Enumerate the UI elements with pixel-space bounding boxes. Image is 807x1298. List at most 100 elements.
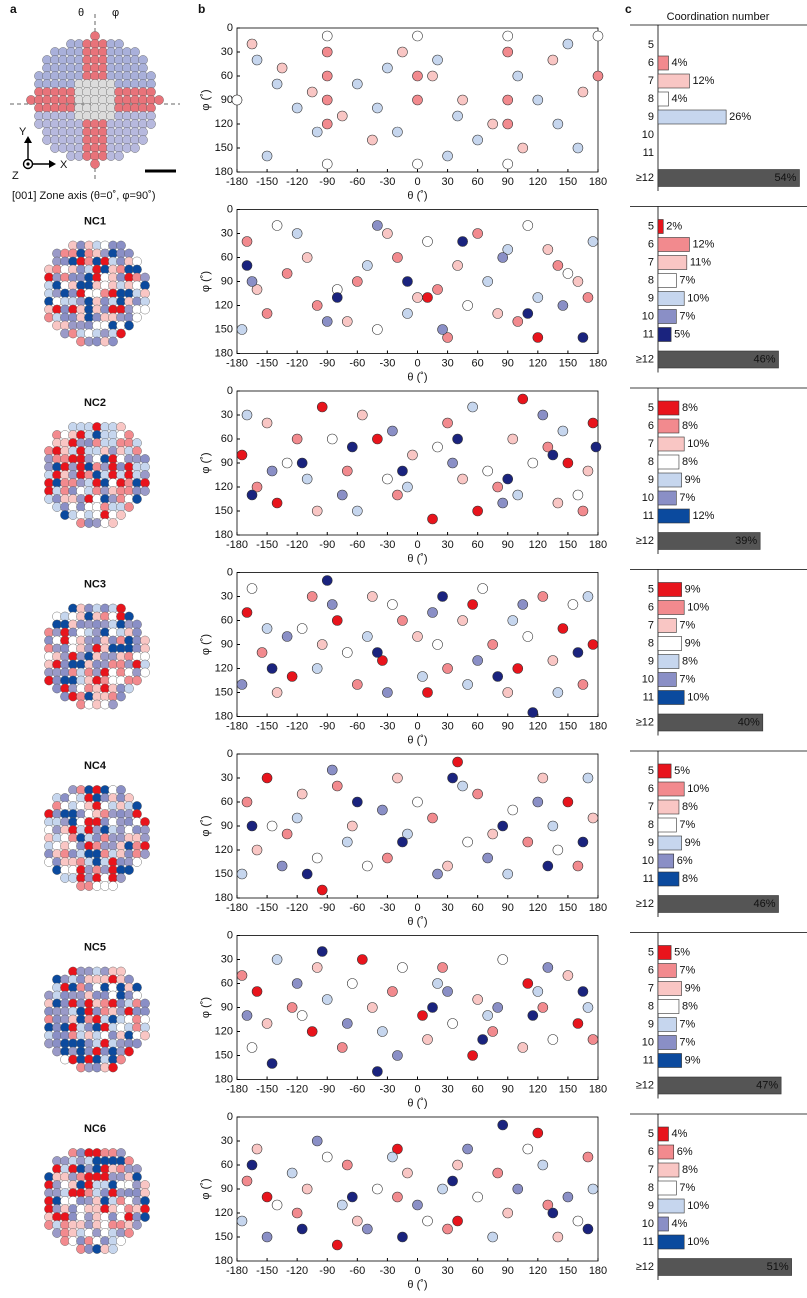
- atom: [116, 1236, 125, 1245]
- value-label: 5%: [674, 765, 690, 777]
- value-label: 7%: [679, 964, 695, 976]
- point: [382, 63, 392, 73]
- point: [297, 789, 307, 799]
- point: [372, 1067, 382, 1077]
- point: [548, 1035, 558, 1045]
- point: [438, 325, 448, 335]
- point: [528, 458, 538, 468]
- bar: [658, 964, 676, 978]
- point: [252, 1144, 262, 1154]
- point: [503, 95, 513, 105]
- z-axis-name: Z: [12, 170, 19, 182]
- point: [252, 845, 262, 855]
- point: [578, 837, 588, 847]
- category-label: 6: [648, 420, 654, 432]
- x-tick-label: 150: [559, 1083, 577, 1095]
- point: [503, 688, 513, 698]
- x-tick-label: -180: [226, 1265, 248, 1277]
- x-tick-label: -150: [256, 357, 278, 369]
- x-tick-label: 90: [502, 1083, 514, 1095]
- value-label: 12%: [692, 238, 714, 250]
- point: [402, 277, 412, 287]
- value-label: 9%: [685, 1054, 701, 1066]
- point: [498, 821, 508, 831]
- point: [382, 688, 392, 698]
- point: [563, 1192, 573, 1202]
- bar: [658, 818, 676, 832]
- point: [593, 71, 603, 81]
- point: [463, 680, 473, 690]
- point: [563, 971, 573, 981]
- y-tick-label: 120: [215, 481, 233, 493]
- category-label: 9: [648, 111, 654, 123]
- point: [588, 418, 598, 428]
- value-label: 6%: [677, 855, 693, 867]
- point: [413, 293, 423, 303]
- bar: [658, 782, 684, 796]
- x-tick-label: 120: [529, 1265, 547, 1277]
- point: [443, 151, 453, 161]
- category-label: 7: [648, 438, 654, 450]
- category-label: 10: [642, 129, 654, 141]
- bar: [658, 854, 674, 868]
- x-tick-label: 60: [472, 902, 484, 914]
- x-tick-label: -120: [286, 1083, 308, 1095]
- point: [483, 853, 493, 863]
- point: [503, 159, 513, 169]
- point: [563, 39, 573, 49]
- point: [573, 1019, 583, 1029]
- cluster-label: NC2: [84, 397, 106, 409]
- point: [498, 253, 508, 263]
- atom: [124, 1047, 133, 1056]
- point: [458, 237, 468, 247]
- point: [548, 450, 558, 460]
- category-label: 7: [648, 1164, 654, 1176]
- point: [322, 119, 332, 129]
- bar: [658, 673, 676, 687]
- atom: [124, 1228, 133, 1237]
- bar: [658, 655, 679, 669]
- x-tick-label: 90: [502, 720, 514, 732]
- point: [443, 418, 453, 428]
- point: [583, 1003, 593, 1013]
- bar: [658, 1000, 679, 1014]
- point: [362, 1224, 372, 1234]
- point: [453, 1216, 463, 1226]
- value-label: 8%: [682, 1164, 698, 1176]
- x-tick-label: 120: [529, 539, 547, 551]
- atom: [132, 494, 141, 503]
- cluster-image: [44, 967, 149, 1072]
- point: [317, 640, 327, 650]
- category-label: ≥12: [636, 535, 654, 547]
- point: [317, 402, 327, 412]
- atom: [140, 668, 149, 677]
- point: [342, 1160, 352, 1170]
- point: [322, 1152, 332, 1162]
- cluster-label: NC1: [84, 215, 106, 227]
- point: [588, 1035, 598, 1045]
- bar: [658, 274, 676, 288]
- x-tick-label: 180: [589, 539, 607, 551]
- point: [392, 253, 402, 263]
- category-label: 11: [643, 873, 654, 885]
- point: [317, 885, 327, 895]
- point: [538, 1003, 548, 1013]
- point: [533, 797, 543, 807]
- x-tick-label: 60: [472, 1265, 484, 1277]
- point: [493, 482, 503, 492]
- point: [297, 458, 307, 468]
- atom: [108, 1063, 117, 1072]
- point: [342, 1019, 352, 1029]
- point: [347, 1192, 357, 1202]
- point: [418, 672, 428, 682]
- category-label: 7: [648, 982, 654, 994]
- x-tick-label: 30: [441, 902, 453, 914]
- point: [357, 955, 367, 965]
- bar: [658, 1145, 674, 1159]
- y-tick-label: 120: [215, 844, 233, 856]
- point: [377, 1027, 387, 1037]
- y-tick-label: 150: [215, 868, 233, 880]
- y-axis-title: φ (˚): [200, 815, 212, 836]
- point: [523, 309, 533, 319]
- point: [518, 600, 528, 610]
